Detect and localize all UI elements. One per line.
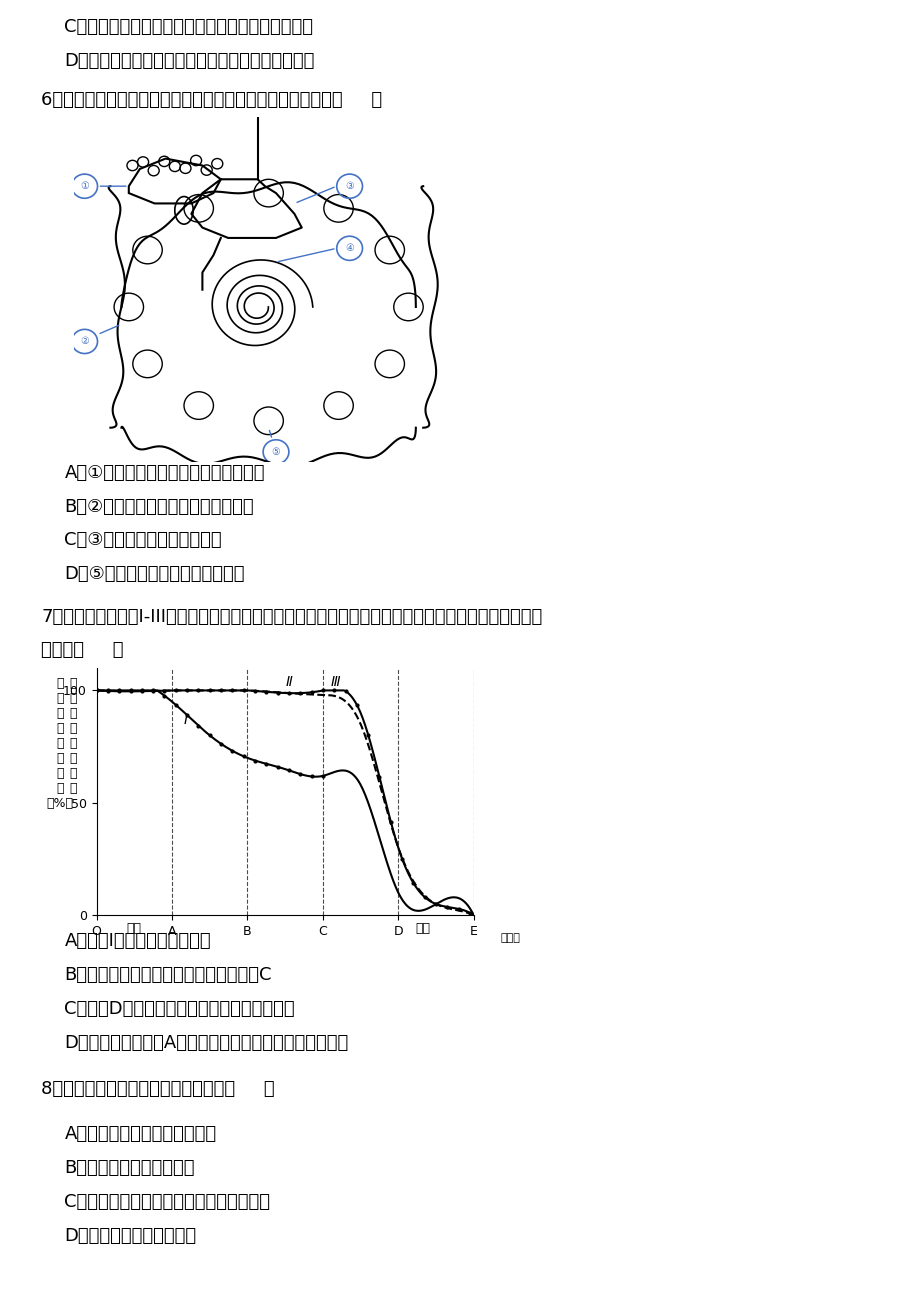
Text: 8．下列做法不符合食品安全理念的是（     ）: 8．下列做法不符合食品安全理念的是（ ）: [41, 1079, 275, 1098]
Text: 7．如图中的曲线（I-III）表示淀粉、脂肪、蛋白质在消化道中被消化的程度，请据图分析，下列说法错: 7．如图中的曲线（I-III）表示淀粉、脂肪、蛋白质在消化道中被消化的程度，请据…: [41, 608, 542, 626]
Text: D．蛋白质也能被分解，为人体的生命活动提供能量: D．蛋白质也能被分解，为人体的生命活动提供能量: [64, 52, 314, 70]
Text: D．⑤是大肠，具有消化和吸收功能: D．⑤是大肠，具有消化和吸收功能: [64, 565, 244, 583]
Text: A．曲线I表示淀粉的消化过程: A．曲线I表示淀粉的消化过程: [64, 932, 210, 950]
Text: C．购买食品时要注意食品生产许可证编号: C．购买食品时要注意食品生产许可证编号: [64, 1193, 270, 1211]
Text: A．①是肝脏，分泌的消化液不含消化酶: A．①是肝脏，分泌的消化液不含消化酶: [64, 464, 265, 482]
Text: D．生熟食品分开加工使用: D．生熟食品分开加工使用: [64, 1226, 197, 1245]
Text: 口腔: 口腔: [126, 922, 141, 935]
Text: C．区域D内含有的消化液有肠液、胰液和胆汁: C．区域D内含有的消化液有肠液、胰液和胆汁: [64, 1000, 295, 1018]
Text: 肛门: 肛门: [415, 922, 430, 935]
Text: 营
养
物
质
的
百
分
率
（%）: 营 养 物 质 的 百 分 率 （%）: [46, 677, 74, 810]
Text: 未
被
化
学
性
消
化
的: 未 被 化 学 性 消 化 的: [70, 677, 77, 796]
Text: B．发芽的马铃薯不能食用: B．发芽的马铃薯不能食用: [64, 1159, 195, 1177]
Text: B．蛋白质的化学性消化始于图中的区域C: B．蛋白质的化学性消化始于图中的区域C: [64, 966, 272, 984]
Text: C．③是胃，能初步消化蛋白质: C．③是胃，能初步消化蛋白质: [64, 531, 221, 549]
Text: B．②是小肠，是消化吸收的主要器官: B．②是小肠，是消化吸收的主要器官: [64, 497, 254, 516]
Text: 误的是（     ）: 误的是（ ）: [41, 641, 124, 659]
Text: A．猪肉无需检疫即可上市出售: A．猪肉无需检疫即可上市出售: [64, 1125, 216, 1143]
Text: D．营养物质在区域A中只有化学性消化，没有物理性消化: D．营养物质在区域A中只有化学性消化，没有物理性消化: [64, 1034, 348, 1052]
Text: C．蛋白质可贮存在人体内，作重要的备用能源物质: C．蛋白质可贮存在人体内，作重要的备用能源物质: [64, 18, 313, 36]
Text: 6．如图为人体消化系统部分结构示意图，下列叙述错误的是（     ）: 6．如图为人体消化系统部分结构示意图，下列叙述错误的是（ ）: [41, 91, 382, 109]
